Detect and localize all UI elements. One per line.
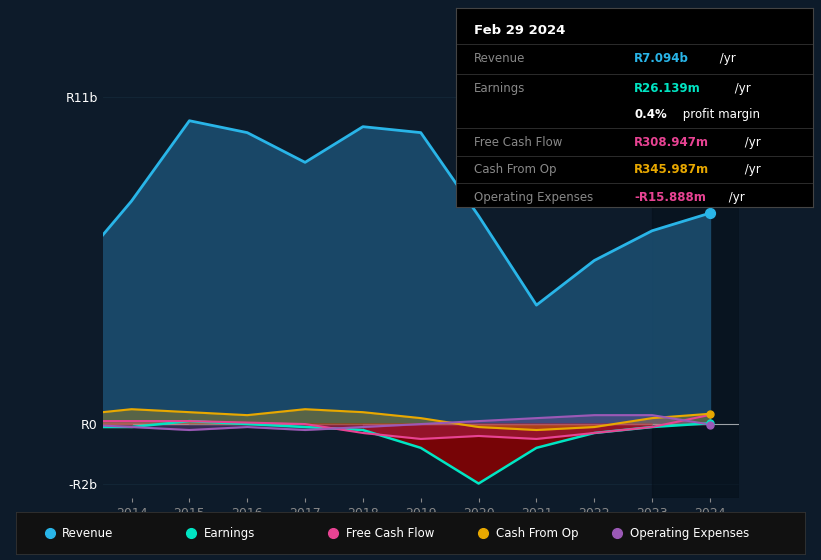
Text: Earnings: Earnings xyxy=(474,82,525,95)
Point xyxy=(704,209,717,218)
Text: /yr: /yr xyxy=(731,82,750,95)
Text: Earnings: Earnings xyxy=(204,527,255,540)
Text: R345.987m: R345.987m xyxy=(635,164,709,176)
Text: Free Cash Flow: Free Cash Flow xyxy=(474,136,562,148)
Text: R26.139m: R26.139m xyxy=(635,82,701,95)
Point xyxy=(704,419,717,428)
Text: Cash From Op: Cash From Op xyxy=(474,164,556,176)
Text: /yr: /yr xyxy=(725,192,745,204)
Text: Revenue: Revenue xyxy=(62,527,113,540)
Text: Free Cash Flow: Free Cash Flow xyxy=(346,527,434,540)
Text: /yr: /yr xyxy=(741,136,761,148)
Point xyxy=(704,409,717,418)
Text: R7.094b: R7.094b xyxy=(635,52,689,65)
Text: Operating Expenses: Operating Expenses xyxy=(474,192,593,204)
Text: /yr: /yr xyxy=(717,52,736,65)
Text: Revenue: Revenue xyxy=(474,52,525,65)
Text: Feb 29 2024: Feb 29 2024 xyxy=(474,24,565,38)
Text: R308.947m: R308.947m xyxy=(635,136,709,148)
Text: -R15.888m: -R15.888m xyxy=(635,192,706,204)
Text: profit margin: profit margin xyxy=(679,108,760,121)
Point xyxy=(704,420,717,429)
Text: 0.4%: 0.4% xyxy=(635,108,667,121)
Text: /yr: /yr xyxy=(741,164,761,176)
Text: Operating Expenses: Operating Expenses xyxy=(630,527,749,540)
Bar xyxy=(652,67,739,498)
Text: Cash From Op: Cash From Op xyxy=(496,527,578,540)
